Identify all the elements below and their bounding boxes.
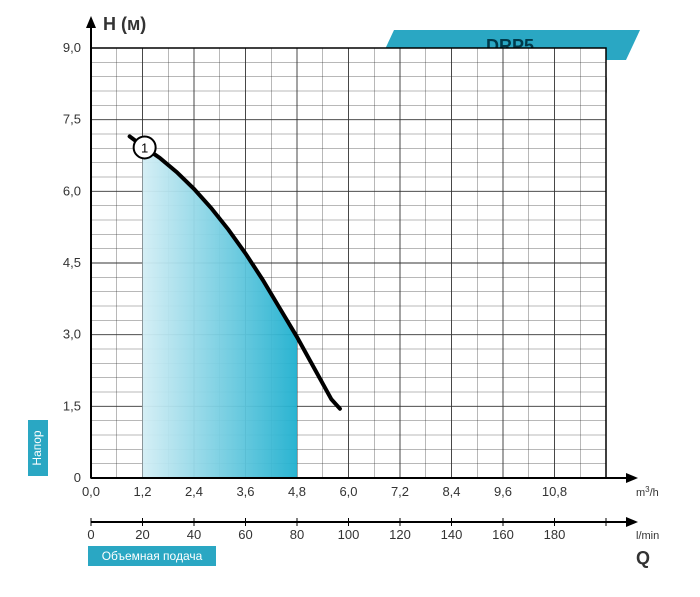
- x-axis-title: Q: [636, 548, 650, 568]
- svg-text:40: 40: [187, 527, 201, 542]
- svg-text:Объемная подача: Объемная подача: [102, 549, 203, 563]
- plot-area: 1: [91, 48, 606, 478]
- svg-text:7,5: 7,5: [63, 112, 81, 127]
- svg-text:6,0: 6,0: [339, 484, 357, 499]
- svg-text:8,4: 8,4: [442, 484, 460, 499]
- svg-text:100: 100: [338, 527, 360, 542]
- svg-text:0: 0: [74, 470, 81, 485]
- svg-text:6,0: 6,0: [63, 183, 81, 198]
- svg-text:Напор: Напор: [30, 430, 44, 466]
- svg-text:3,6: 3,6: [236, 484, 254, 499]
- svg-text:4,8: 4,8: [288, 484, 306, 499]
- x-tick-labels-m3h: 0,0 1,2 2,4 3,6 4,8 6,0 7,2 8,4 9,6 10,8: [82, 484, 567, 499]
- svg-text:9,0: 9,0: [63, 40, 81, 55]
- svg-text:140: 140: [441, 527, 463, 542]
- svg-text:120: 120: [389, 527, 411, 542]
- svg-text:60: 60: [238, 527, 252, 542]
- svg-text:160: 160: [492, 527, 514, 542]
- svg-text:3,0: 3,0: [63, 327, 81, 342]
- x-unit-lmin: l/min: [636, 530, 659, 542]
- svg-text:4,5: 4,5: [63, 255, 81, 270]
- svg-text:9,6: 9,6: [494, 484, 512, 499]
- curve-marker: 1: [134, 136, 156, 158]
- svg-text:0: 0: [87, 527, 94, 542]
- svg-text:2,4: 2,4: [185, 484, 203, 499]
- svg-text:20: 20: [135, 527, 149, 542]
- svg-text:180: 180: [544, 527, 566, 542]
- y-axis-title: H (м): [103, 14, 146, 34]
- pump-curve-chart: DRP5 1 DRP5-550 H (м) 1 01,53,04,56,07,5…: [0, 0, 700, 597]
- svg-text:10,8: 10,8: [542, 484, 567, 499]
- x-side-label: Объемная подача: [88, 546, 216, 566]
- y-tick-labels: 0 1,5 3,0 4,5 6,0 7,5 9,0: [63, 40, 81, 485]
- svg-text:80: 80: [290, 527, 304, 542]
- x-tick-labels-lmin: 0 20 40 60 80 100 120 140 160 180: [87, 527, 565, 542]
- svg-text:0,0: 0,0: [82, 484, 100, 499]
- svg-text:7,2: 7,2: [391, 484, 409, 499]
- x-unit-m3h: m3/h: [636, 485, 659, 500]
- svg-text:1: 1: [141, 140, 148, 155]
- svg-text:1,5: 1,5: [63, 398, 81, 413]
- y-side-label: Напор: [28, 420, 48, 476]
- svg-text:1,2: 1,2: [133, 484, 151, 499]
